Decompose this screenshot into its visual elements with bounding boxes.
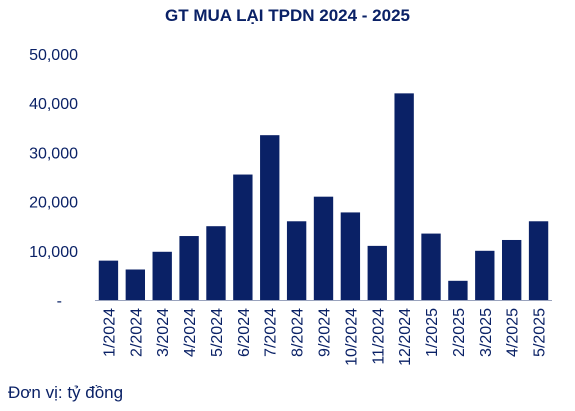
x-tick-label: 5/2024 <box>209 308 226 357</box>
x-tick-label: 7/2024 <box>263 308 280 357</box>
x-tick-label: 12/2024 <box>397 308 414 366</box>
bar-1-2025 <box>421 233 441 300</box>
x-tick-label: 10/2024 <box>343 308 360 366</box>
y-tick-label: 40,000 <box>29 96 78 113</box>
bar-2-2024 <box>125 269 146 300</box>
bar-5-2024 <box>206 226 226 300</box>
bar-12-2024 <box>394 93 414 300</box>
x-tick-label: 6/2024 <box>236 308 253 357</box>
x-tick-label: 1/2024 <box>101 308 118 357</box>
x-tick-label: 3/2025 <box>478 308 495 357</box>
x-tick-label: 5/2025 <box>532 308 549 357</box>
unit-note: Đơn vị: tỷ đồng <box>8 383 124 402</box>
x-tick-label: 2/2025 <box>451 308 468 357</box>
y-tick-label: 10,000 <box>29 244 78 261</box>
x-tick-label: 4/2025 <box>505 308 522 357</box>
bar-10-2024 <box>340 212 361 300</box>
bar-6-2024 <box>233 174 253 300</box>
bar-3-2025 <box>475 250 495 300</box>
x-tick-label: 8/2024 <box>290 308 307 357</box>
bar-4-2025 <box>501 239 522 300</box>
y-tick-label: - <box>57 293 62 310</box>
y-tick-label: 50,000 <box>29 47 78 64</box>
bar-7-2024 <box>260 135 280 300</box>
bar-8-2024 <box>286 221 307 300</box>
bar-9-2024 <box>313 196 334 300</box>
bar-5-2025 <box>528 221 549 300</box>
bar-11-2024 <box>367 245 387 300</box>
bar-3-2024 <box>152 251 172 300</box>
y-tick-label: 30,000 <box>29 145 78 162</box>
x-tick-label: 2/2024 <box>128 308 145 357</box>
chart-title: GT MUA LẠI TPDN 2024 - 2025 <box>165 6 410 25</box>
bar-2-2025 <box>448 280 468 300</box>
x-tick-label: 4/2024 <box>182 308 199 357</box>
x-tick-label: 9/2024 <box>317 308 334 357</box>
bar-4-2024 <box>179 236 199 300</box>
x-tick-label: 3/2024 <box>155 308 172 357</box>
bar-chart: - 10,000 20,000 30,000 40,000 50,000 1/2024 2/2… <box>29 47 552 366</box>
x-tick-label: 11/2024 <box>370 308 387 365</box>
x-tick-label: 1/2025 <box>424 308 441 357</box>
bar-1-2024 <box>98 260 119 300</box>
y-tick-label: 20,000 <box>29 195 78 212</box>
